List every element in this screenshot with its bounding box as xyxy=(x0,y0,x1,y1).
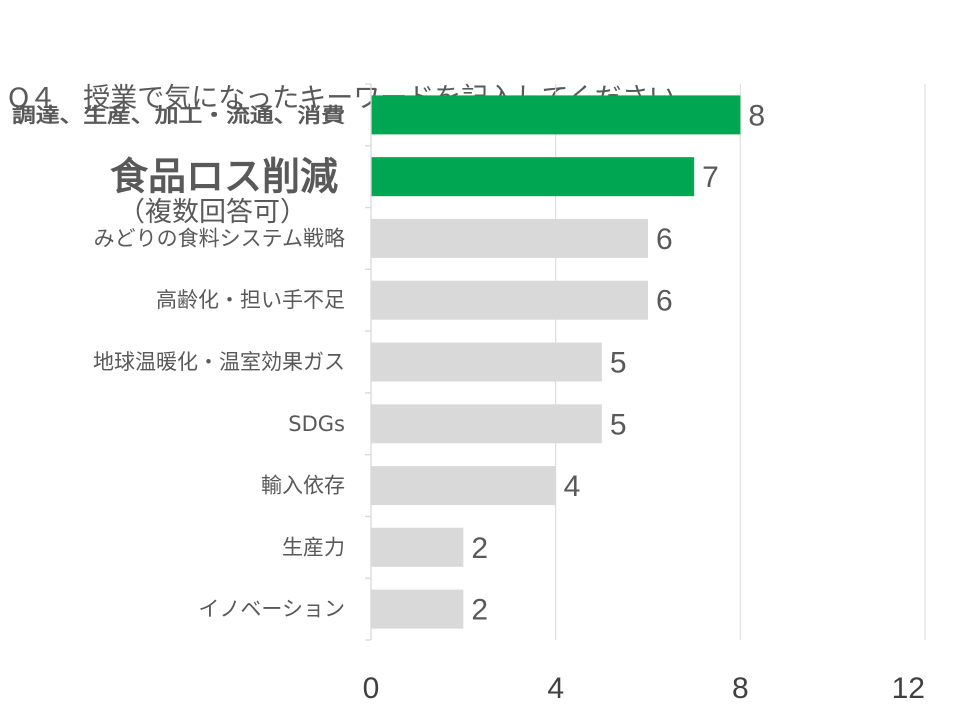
data-label: 5 xyxy=(610,347,627,380)
x-tick-label: 0 xyxy=(363,672,380,705)
bar-2 xyxy=(371,157,695,197)
bar-9 xyxy=(371,589,464,629)
data-label: 8 xyxy=(748,99,765,132)
category-labels: 調達、生産、加工・流通、消費食品ロス削減みどりの食料システム戦略高齢化・担い手不… xyxy=(12,103,345,621)
category-label: イノベーション xyxy=(198,597,345,621)
bar-3 xyxy=(371,218,648,258)
chart-title-line2: （複数回答可） xyxy=(118,197,307,228)
x-tick-label: 8 xyxy=(732,672,749,705)
category-label: 生産力 xyxy=(282,535,345,559)
y-axis xyxy=(365,83,372,641)
bars xyxy=(371,95,741,629)
bar-7 xyxy=(371,466,556,506)
data-label: 7 xyxy=(702,161,719,194)
x-tick-label: 12 xyxy=(892,672,925,705)
bar-6 xyxy=(371,404,602,444)
category-label: SDGs xyxy=(288,412,345,436)
bar-8 xyxy=(371,527,464,567)
data-label: 4 xyxy=(564,470,581,503)
bar-4 xyxy=(371,280,648,320)
x-tick-label: 4 xyxy=(547,672,564,705)
category-label: みどりの食料システム戦略 xyxy=(94,226,345,250)
bar-1 xyxy=(371,95,741,135)
data-label: 6 xyxy=(656,285,673,318)
category-label: 高齢化・担い手不足 xyxy=(156,288,345,312)
category-label: 調達、生産、加工・流通、消費 xyxy=(12,103,345,127)
category-label: 地球温暖化・温室効果ガス xyxy=(93,350,345,374)
data-label: 2 xyxy=(471,532,488,565)
data-label: 5 xyxy=(610,408,627,441)
data-label: 6 xyxy=(656,223,673,256)
category-label: 輸入依存 xyxy=(261,474,345,498)
x-tick-labels: 0 4 8 12 xyxy=(363,672,925,705)
bar-5 xyxy=(371,342,602,382)
category-label: 食品ロス削減 xyxy=(110,155,338,199)
data-label: 2 xyxy=(471,594,488,627)
